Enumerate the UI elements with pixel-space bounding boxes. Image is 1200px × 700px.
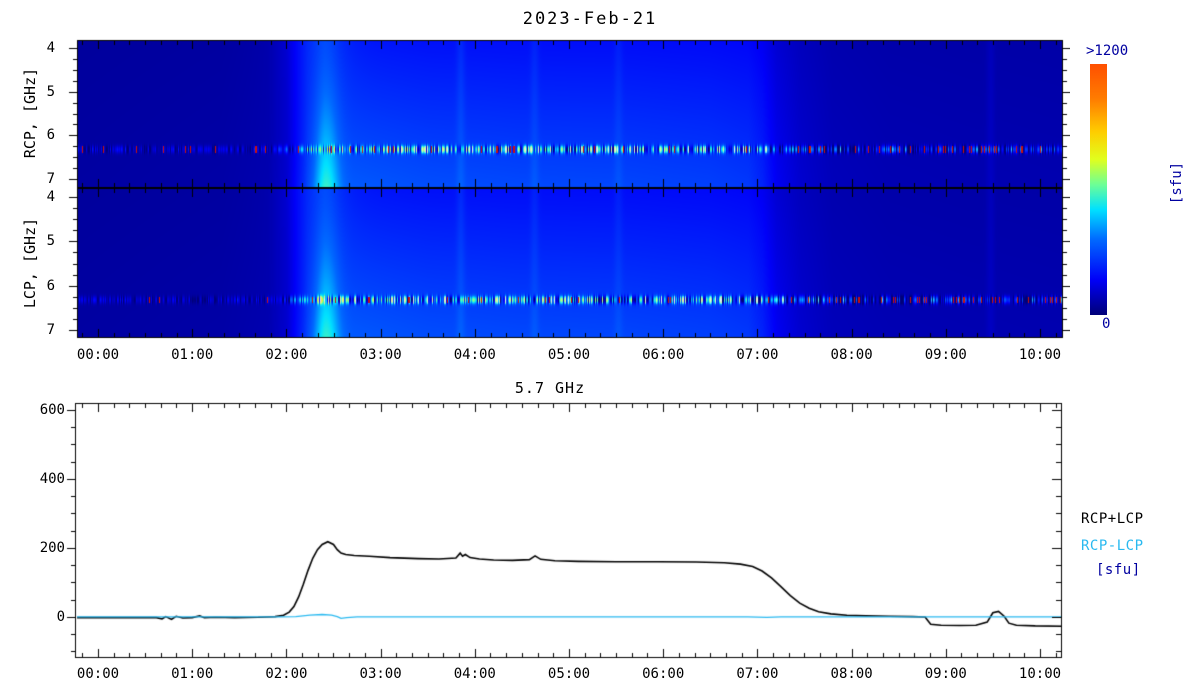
legend-rcp-minus-lcp: RCP-LCP <box>1081 538 1144 554</box>
timeseries-time-tick-label: 01:00 <box>171 666 214 682</box>
spectrogram-time-tick-label: 07:00 <box>736 347 779 363</box>
timeseries-time-tick-label: 03:00 <box>359 666 402 682</box>
legend-rcp-plus-lcp: RCP+LCP <box>1081 511 1144 527</box>
spectrogram-time-tick-label: 02:00 <box>265 347 308 363</box>
timeseries-plot <box>65 398 1075 664</box>
spectrogram-heatmap <box>60 35 1070 345</box>
legend-flux-units: [sfu] <box>1096 562 1141 578</box>
timeseries-time-tick-label: 05:00 <box>547 666 591 682</box>
timeseries-time-tick-label: 07:00 <box>736 666 779 682</box>
rcp-freq-tick-label: 5 <box>46 83 55 100</box>
rcp-freq-tick-label: 6 <box>46 127 55 144</box>
timeseries-time-tick-label: 10:00 <box>1018 666 1062 682</box>
spectrogram-time-tick-label: 08:00 <box>830 347 873 363</box>
flux-tick-label: 600 <box>39 402 65 418</box>
lcp-frequency-axis-label: LCP, [GHz] <box>21 217 39 309</box>
lcp-freq-tick-label: 4 <box>46 188 55 205</box>
flux-tick-label: 400 <box>39 471 65 487</box>
spectrogram-time-tick-label: 05:00 <box>547 347 591 363</box>
colorbar-unit-label: [sfu] <box>1169 161 1185 205</box>
rcp-freq-tick-label: 4 <box>46 39 55 56</box>
timeseries-time-tick-label: 08:00 <box>830 666 873 682</box>
lcp-freq-tick-label: 6 <box>46 277 55 294</box>
timeseries-time-tick-label: 06:00 <box>642 666 685 682</box>
colorbar-max-label: >1200 <box>1086 43 1129 59</box>
colorbar <box>1090 64 1107 315</box>
figure-date-title: 2023-Feb-21 <box>522 9 658 29</box>
flux-tick-label: 200 <box>39 540 65 556</box>
lcp-freq-tick-label: 5 <box>46 233 55 250</box>
lcp-freq-tick-label: 7 <box>46 322 55 339</box>
spectrogram-time-tick-label: 09:00 <box>924 347 967 363</box>
spectrogram-time-tick-label: 10:00 <box>1018 347 1062 363</box>
flux-tick-label: 0 <box>56 609 65 625</box>
rcp-freq-tick-label: 7 <box>46 171 55 188</box>
timeseries-time-tick-label: 00:00 <box>76 666 120 682</box>
spectrogram-time-tick-label: 00:00 <box>76 347 120 363</box>
timeseries-time-tick-label: 04:00 <box>453 666 496 682</box>
spectrogram-time-tick-label: 06:00 <box>642 347 685 363</box>
timeseries-time-tick-label: 09:00 <box>924 666 967 682</box>
timeseries-time-tick-label: 02:00 <box>265 666 308 682</box>
timeseries-title: 5.7 GHz <box>514 379 586 397</box>
spectrogram-time-tick-label: 03:00 <box>359 347 402 363</box>
spectrogram-time-tick-label: 04:00 <box>453 347 496 363</box>
colorbar-min-label: 0 <box>1102 316 1111 332</box>
rcp-frequency-axis-label: RCP, [GHz] <box>21 67 39 159</box>
spectrogram-time-tick-label: 01:00 <box>171 347 214 363</box>
